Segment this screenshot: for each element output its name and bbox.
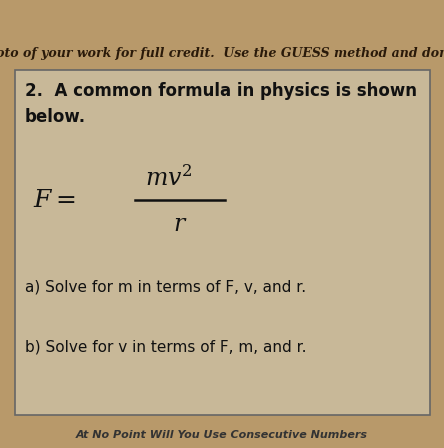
Text: below.: below. [25, 108, 86, 126]
Text: $F =$: $F =$ [33, 188, 76, 212]
Text: $mv^{2}$: $mv^{2}$ [145, 165, 193, 191]
Text: 2.  A common formula in physics is shown: 2. A common formula in physics is shown [25, 82, 417, 100]
Text: At No Point Will You Use Consecutive Numbers: At No Point Will You Use Consecutive Num… [76, 430, 368, 440]
Text: hoto of your work for full credit.  Use the GUESS method and don't: hoto of your work for full credit. Use t… [0, 47, 444, 60]
Text: a) Solve for m in terms of F, v, and r.: a) Solve for m in terms of F, v, and r. [25, 280, 306, 295]
Bar [15, 70, 430, 415]
Text: $r$: $r$ [173, 212, 187, 236]
Text: b) Solve for v in terms of F, m, and r.: b) Solve for v in terms of F, m, and r. [25, 340, 306, 355]
